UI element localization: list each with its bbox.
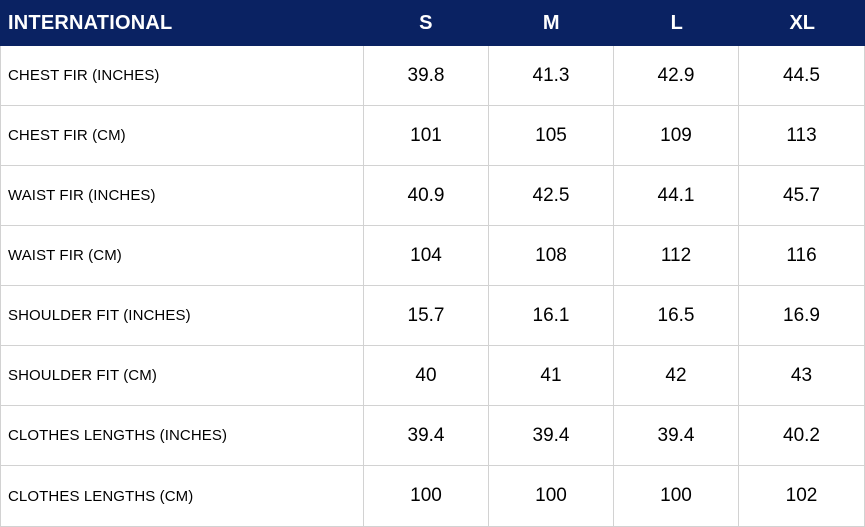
value-cell: 39.4 [364,406,489,465]
header-cell-size-s: S [419,11,433,34]
value-cell: 116 [786,244,817,266]
header-cell-size-l: L [670,11,683,34]
row-label: WAIST FIR (INCHES) [1,166,364,225]
table-row-length-cm: CLOTHES LENGTHS (CM) 100 100 100 102 [1,466,864,526]
row-label: CLOTHES LENGTHS (CM) [1,466,364,526]
header-row: INTERNATIONAL S M L XL [0,0,865,46]
value-cell: 41 [489,346,614,405]
value-cell: 40 [364,346,489,405]
row-label: WAIST FIR (CM) [1,226,364,285]
value-cell: 109 [614,106,739,165]
value-cell: 40.9 [364,166,489,225]
row-label: CHEST FIR (INCHES) [1,46,364,105]
row-label: CLOTHES LENGTHS (INCHES) [1,406,364,465]
value-cell: 39.8 [364,46,489,105]
value-cell: 15.7 [364,286,489,345]
value-cell: 42.9 [614,46,739,105]
table-row-chest-cm: CHEST FIR (CM) 101 105 109 113 [1,106,864,166]
value-cell: 39.4 [614,406,739,465]
table-row-waist-cm: WAIST FIR (CM) 104 108 112 116 [1,226,864,286]
value-cell: 40.2 [783,424,820,446]
value-cell: 16.5 [614,286,739,345]
value-cell: 100 [614,466,739,526]
header-cell-size-xl: XL [789,11,816,34]
value-cell: 44.5 [783,64,820,86]
value-cell: 100 [364,466,489,526]
value-cell: 39.4 [489,406,614,465]
table-row-length-inches: CLOTHES LENGTHS (INCHES) 39.4 39.4 39.4 … [1,406,864,466]
table-row-shoulder-inches: SHOULDER FIT (INCHES) 15.7 16.1 16.5 16.… [1,286,864,346]
table-row-chest-inches: CHEST FIR (INCHES) 39.8 41.3 42.9 44.5 [1,46,864,106]
value-cell: 45.7 [783,184,820,206]
value-cell: 41.3 [489,46,614,105]
value-cell: 113 [786,124,817,146]
row-label: SHOULDER FIT (CM) [1,346,364,405]
value-cell: 102 [785,485,818,506]
table-row-shoulder-cm: SHOULDER FIT (CM) 40 41 42 43 [1,346,864,406]
header-cell-international: INTERNATIONAL [8,11,173,34]
value-cell: 105 [489,106,614,165]
value-cell: 43 [790,364,813,386]
value-cell: 44.1 [614,166,739,225]
value-cell: 101 [364,106,489,165]
header-cell-size-m: M [542,11,560,34]
value-cell: 42 [614,346,739,405]
row-label: SHOULDER FIT (INCHES) [1,286,364,345]
table-row-waist-inches: WAIST FIR (INCHES) 40.9 42.5 44.1 45.7 [1,166,864,226]
value-cell: 16.9 [783,304,820,326]
value-cell: 104 [364,226,489,285]
value-cell: 16.1 [489,286,614,345]
value-cell: 108 [489,226,614,285]
row-label: CHEST FIR (CM) [1,106,364,165]
value-cell: 42.5 [489,166,614,225]
value-cell: 112 [614,226,739,285]
value-cell: 100 [489,466,614,526]
